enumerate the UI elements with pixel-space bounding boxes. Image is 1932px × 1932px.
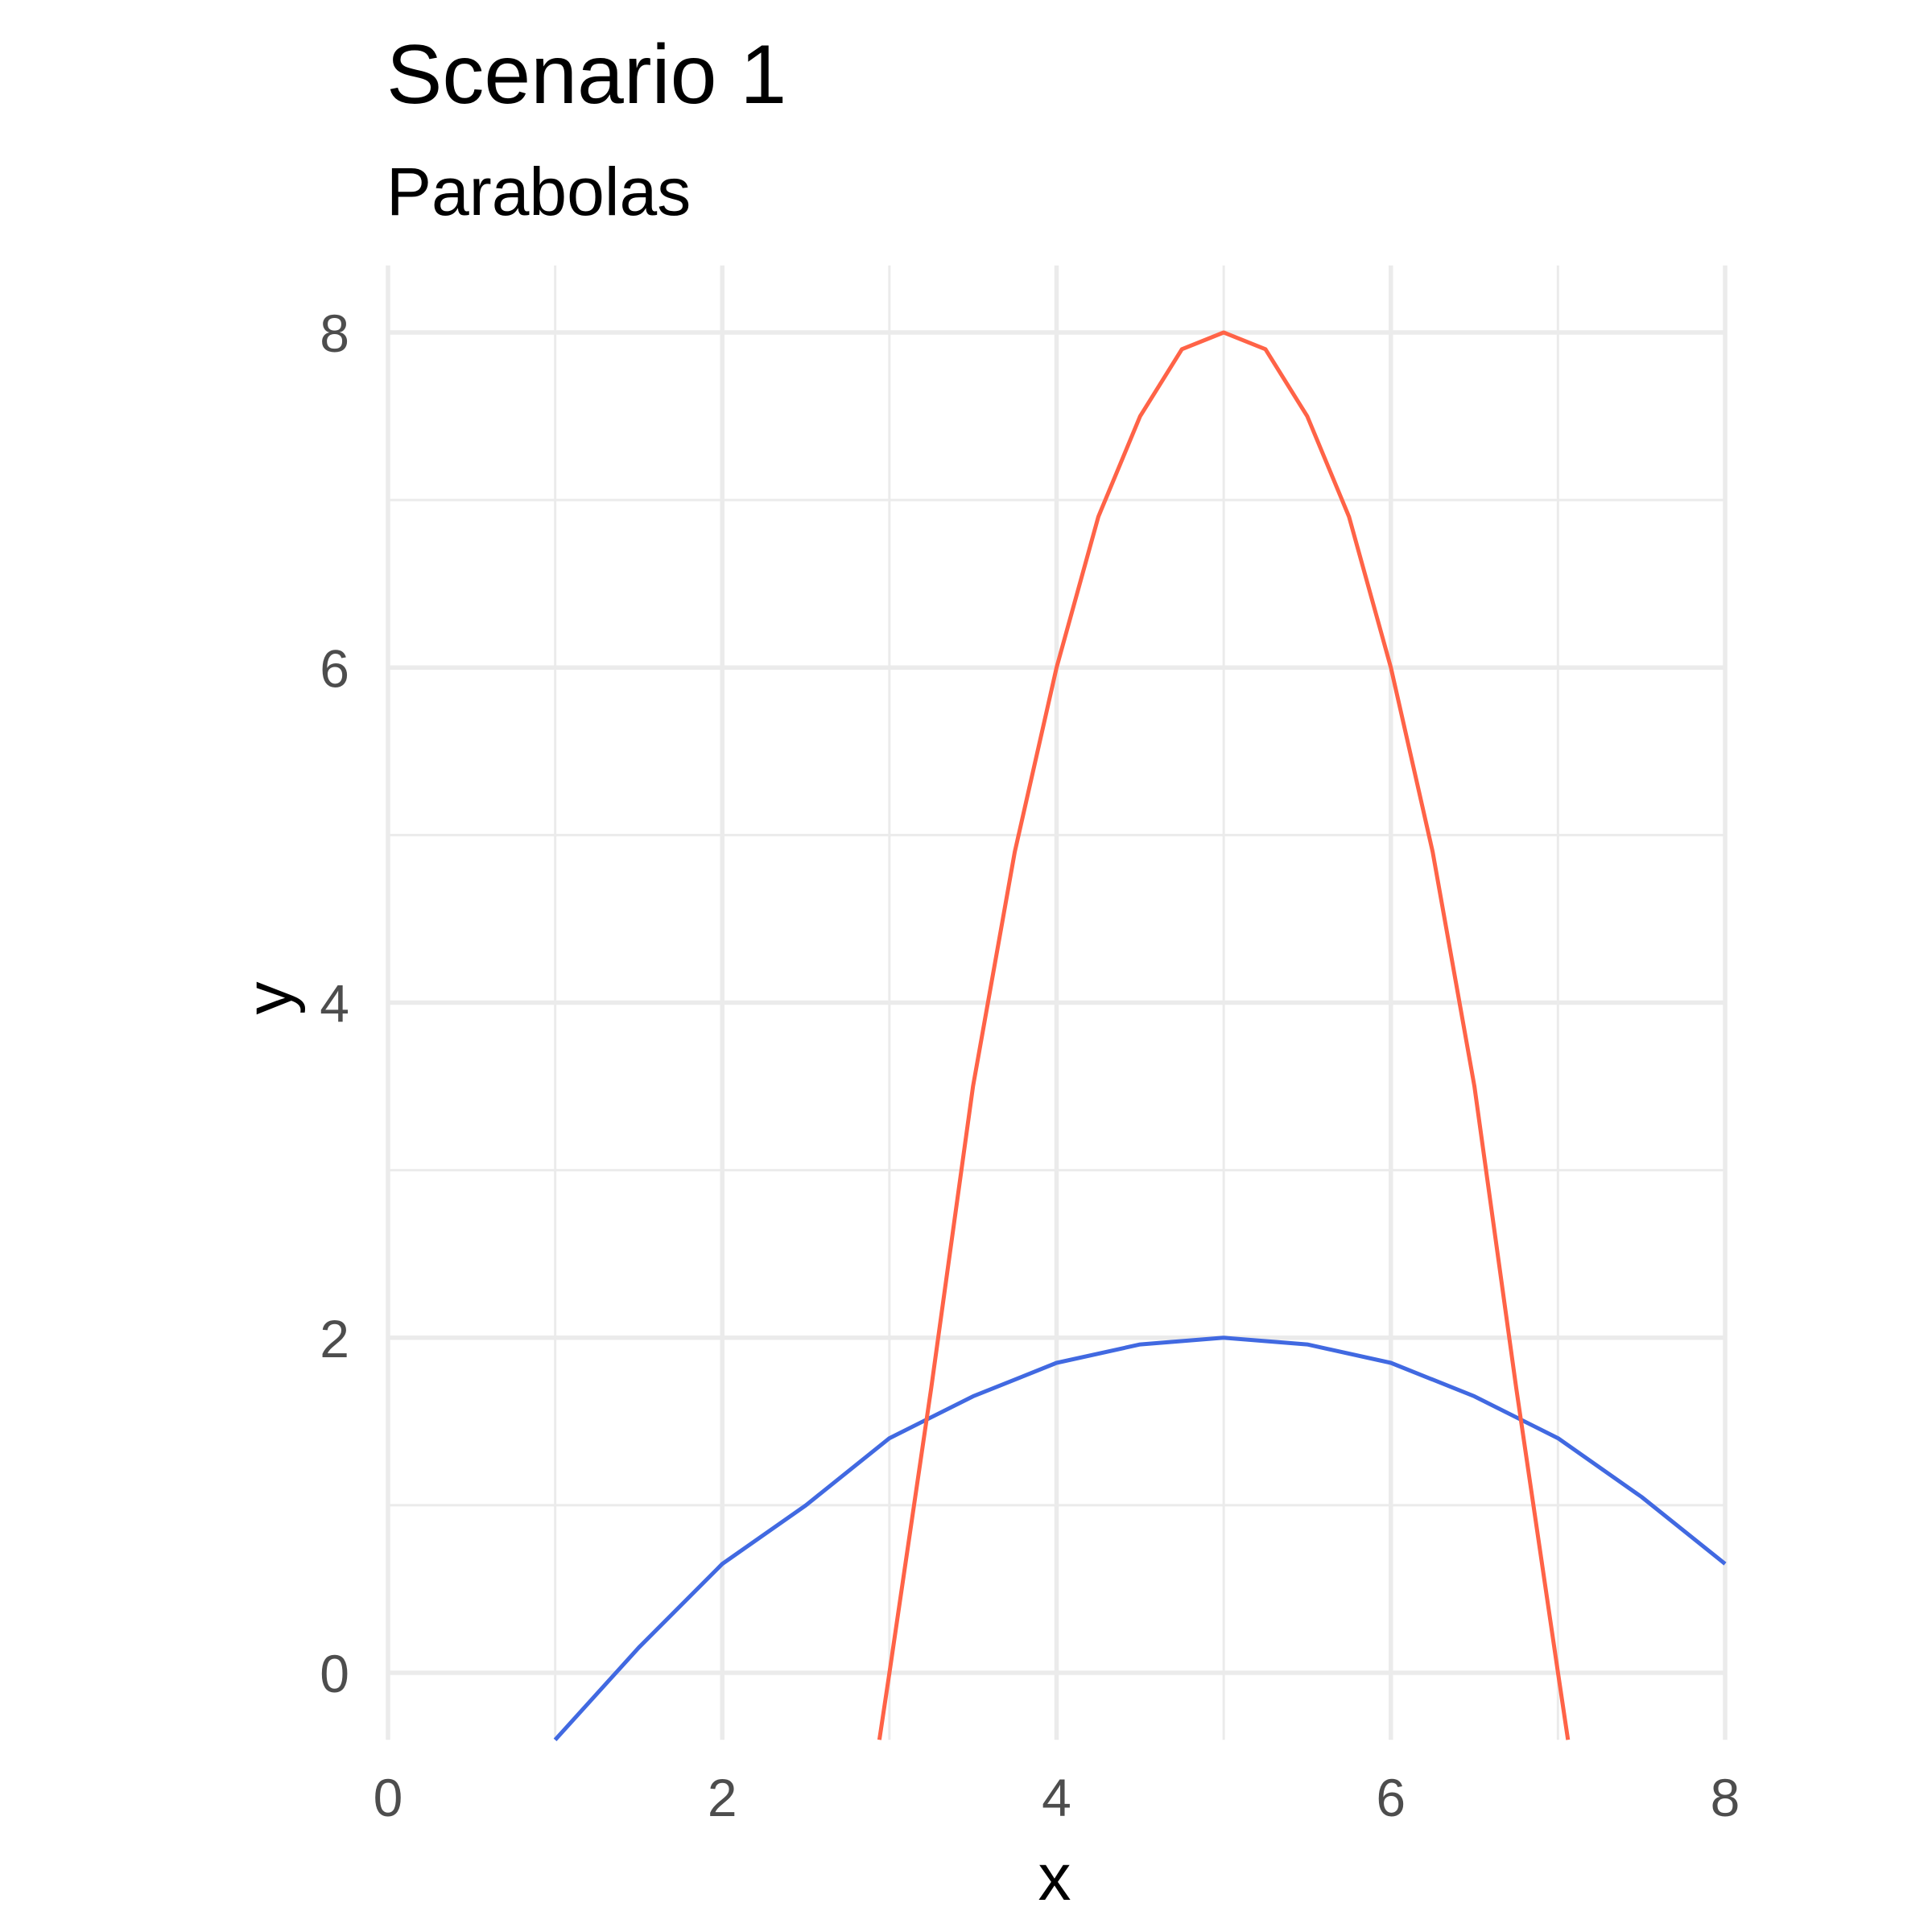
y-tick-label: 6	[320, 638, 349, 698]
series-line-2	[877, 330, 1571, 1740]
tick-labels: 0 2 4 6 8 0 2 4 6 8	[320, 303, 1740, 1827]
y-tick-label: 8	[320, 303, 349, 363]
series-line-1	[553, 1335, 1727, 1741]
x-tick-label: 4	[1042, 1768, 1071, 1827]
x-tick-label: 2	[708, 1768, 737, 1827]
chart-title: Scenario 1	[386, 28, 786, 122]
y-tick-label: 2	[320, 1309, 349, 1368]
y-tick-label: 4	[320, 974, 349, 1034]
grid-lines	[386, 265, 1728, 1740]
x-axis-title: x	[1038, 1841, 1071, 1914]
chart-subtitle: Parabolas	[386, 154, 691, 229]
x-tick-label: 8	[1711, 1768, 1740, 1827]
series-lines	[553, 330, 1727, 1741]
y-tick-label: 0	[320, 1644, 349, 1703]
x-tick-label: 0	[374, 1768, 403, 1827]
x-tick-label: 6	[1376, 1768, 1406, 1827]
y-axis-title: y	[233, 982, 306, 1015]
